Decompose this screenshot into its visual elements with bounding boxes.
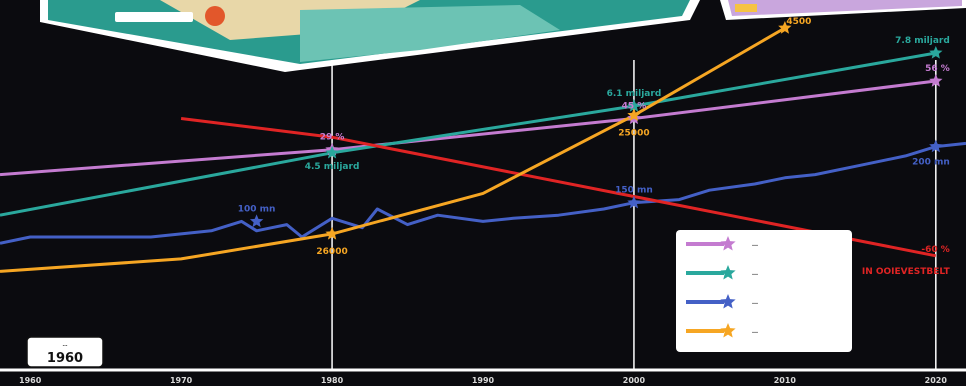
series-line-purple: [0, 79, 936, 177]
series-line-orange: [0, 26, 786, 273]
data-label-red: -60 %: [921, 245, 949, 255]
series-line-teal: [0, 51, 937, 217]
map-label-box: [115, 12, 193, 22]
data-label-teal: 4.5 miljard: [305, 162, 360, 172]
data-point-orange: [325, 226, 339, 240]
legend: … … … …: [676, 230, 852, 352]
x-tick-label: 2020: [925, 376, 948, 385]
illustration-panel-right: [720, 0, 966, 20]
legend-label-orange: …: [752, 328, 758, 335]
legend-star-icon: [720, 265, 736, 280]
year-badge: … 1960: [26, 336, 104, 368]
data-label-blue: 100 mn: [238, 204, 276, 214]
x-axis-ticks: 1960 1970 1980 1990 2000 2010 2020: [19, 376, 947, 385]
data-label-purple: 29 %: [320, 133, 345, 143]
data-label-purple: 45 %: [622, 101, 647, 111]
x-tick-label: 1980: [321, 376, 344, 385]
data-point-orange: [778, 21, 792, 34]
legend-star-icon: [720, 323, 736, 338]
data-label-blue: 200 mn: [912, 158, 950, 168]
data-label-orange: 4500: [786, 17, 811, 27]
data-point-teal: [325, 145, 339, 159]
data-point-blue: [627, 195, 641, 209]
series-markers: [249, 21, 943, 240]
data-point-orange: [627, 108, 641, 121]
legend-star-icon: [720, 236, 736, 251]
legend-label-teal: …: [752, 270, 758, 277]
x-tick-label: 1960: [19, 376, 42, 385]
legend-star-icon: [720, 294, 736, 309]
series-line-red: [180, 117, 937, 258]
illustration-banner-left: [40, 0, 700, 72]
legend-label-purple: …: [752, 241, 758, 248]
data-label-orange: 25000: [618, 128, 649, 138]
data-point-purple: [929, 74, 943, 87]
squirrel-icon: [205, 6, 225, 26]
year-badge-year: 1960: [47, 351, 83, 366]
data-point-teal: [929, 46, 943, 59]
data-label-teal: 6.1 miljard: [607, 89, 662, 99]
data-label-orange: 26000: [316, 247, 347, 257]
data-label-teal: 7.8 miljard: [895, 36, 950, 46]
data-label-blue: 150 mn: [615, 186, 653, 196]
x-tick-label: 2010: [774, 376, 797, 385]
x-tick-label: 2000: [623, 376, 646, 385]
data-label-purple: 56 %: [925, 64, 950, 74]
x-tick-label: 1970: [170, 376, 193, 385]
series-lines: [0, 26, 966, 273]
data-point-blue: [249, 214, 264, 228]
series-line-blue: [0, 141, 966, 245]
data-labels: 29 % 45 % 56 % 4.5 miljard 6.1 miljard 7.8 mi…: [238, 17, 951, 277]
data-label-red: IN OOIEVESTBELT: [862, 267, 951, 277]
data-point-blue: [929, 139, 943, 153]
x-tick-label: 1990: [472, 376, 495, 385]
data-point-teal: [627, 99, 641, 112]
year-badge-caption: …: [63, 342, 68, 348]
legend-label-blue: …: [752, 299, 758, 306]
